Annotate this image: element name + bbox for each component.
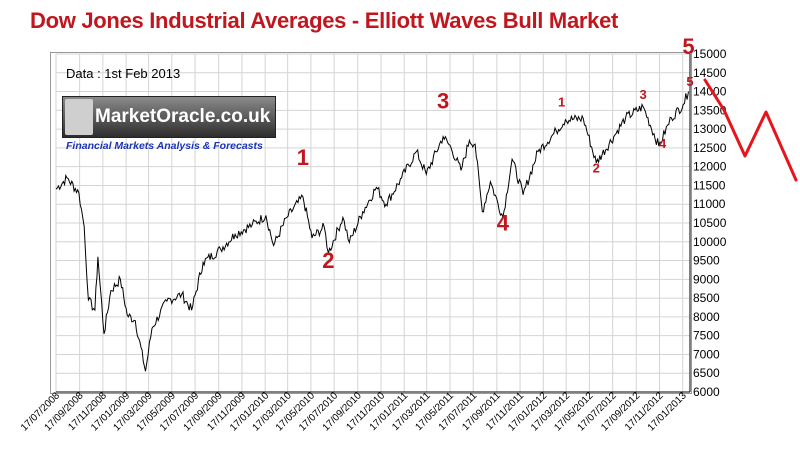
marketoracle-logo: MarketOracle.co.uk Financial Markets Ana… xyxy=(62,96,276,152)
y-tick-label: 14500 xyxy=(693,66,727,80)
y-tick-label: 8500 xyxy=(693,291,720,305)
wave-label-3: 3 xyxy=(640,87,647,102)
wave-label-2: 2 xyxy=(593,160,600,175)
y-tick-label: 9500 xyxy=(693,254,720,268)
y-tick-label: 13000 xyxy=(693,122,727,136)
logo-tagline: Financial Markets Analysis & Forecasts xyxy=(66,140,263,152)
y-tick-label: 7500 xyxy=(693,329,720,343)
wave-label-1: 1 xyxy=(297,145,309,170)
forecast-zigzag xyxy=(703,78,798,182)
wave-label-2: 2 xyxy=(322,248,334,273)
logo-banner: MarketOracle.co.uk xyxy=(62,96,276,138)
y-tick-label: 13500 xyxy=(693,103,727,117)
dow-jones-series-line xyxy=(55,91,689,372)
y-tick-label: 15000 xyxy=(693,47,727,61)
wave-label-4: 4 xyxy=(497,211,510,236)
wave-label-4: 4 xyxy=(659,136,667,151)
thinker-statue-icon xyxy=(65,99,93,135)
y-tick-label: 12500 xyxy=(693,141,727,155)
y-tick-label: 12000 xyxy=(693,160,727,174)
wave-label-5: 5 xyxy=(686,74,693,89)
y-tick-label: 7000 xyxy=(693,347,720,361)
y-tick-label: 8000 xyxy=(693,310,720,324)
y-tick-label: 6500 xyxy=(693,366,720,380)
y-tick-label: 11000 xyxy=(693,197,726,211)
wave-label-3: 3 xyxy=(437,88,449,113)
y-tick-label: 11500 xyxy=(693,178,726,192)
y-tick-label: 9000 xyxy=(693,272,720,286)
y-tick-label: 10500 xyxy=(693,216,727,230)
wave-label-1: 1 xyxy=(558,95,565,110)
y-tick-label: 10000 xyxy=(693,235,727,249)
logo-name: MarketOracle.co.uk xyxy=(95,106,271,127)
data-date-note: Data : 1st Feb 2013 xyxy=(66,66,181,81)
y-tick-label: 14000 xyxy=(693,85,727,99)
y-tick-label: 6000 xyxy=(693,385,720,399)
wave-label-5: 5 xyxy=(682,34,694,59)
chart-title: Dow Jones Industrial Averages - Elliott … xyxy=(30,8,619,33)
